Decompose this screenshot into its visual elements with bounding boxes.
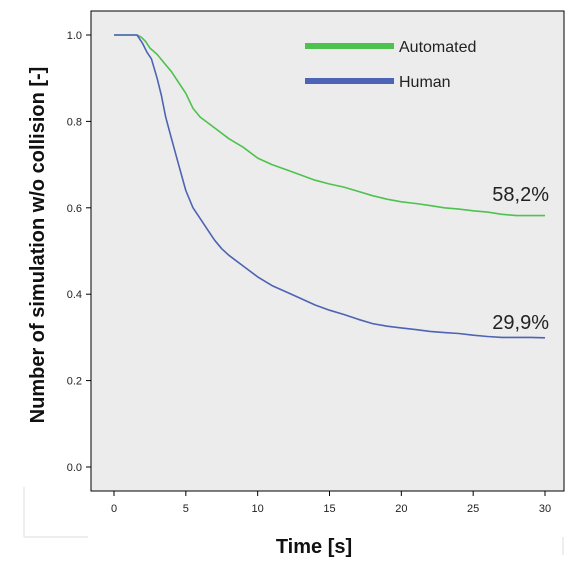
legend-label-automated: Automated: [399, 39, 476, 56]
x-tick-label: 30: [539, 503, 551, 515]
plot-area: [90, 10, 565, 492]
x-axis-label: Time [s]: [276, 536, 352, 558]
y-tick-label: 0.8: [67, 116, 82, 128]
x-tick-label: 20: [395, 503, 407, 515]
x-tick-label: 5: [183, 503, 189, 515]
y-tick-label: 1.0: [67, 30, 82, 42]
y-tick-label: 0.6: [67, 203, 82, 215]
x-tick-label: 15: [323, 503, 335, 515]
x-tick-label: 0: [111, 503, 117, 515]
x-axis: 0 5 10 15 20 25 30: [111, 491, 551, 515]
end-label-automated: 58,2%: [492, 184, 549, 206]
y-axis: 0.0 0.2 0.4 0.6 0.8 1.0: [67, 30, 91, 474]
series-line-human: [114, 34, 546, 339]
y-axis-label: Number of simulation w/o collision [-]: [27, 67, 49, 424]
x-tick-label: 25: [467, 503, 479, 515]
end-label-human: 29,9%: [492, 312, 549, 334]
y-tick-label: 0.0: [67, 462, 82, 474]
legend-label-human: Human: [399, 74, 451, 91]
legend: Automated Human: [305, 39, 476, 91]
series-line-automated: [114, 34, 545, 217]
x-tick-label: 10: [252, 503, 264, 515]
end-labels: 58,2% 29,9%: [492, 184, 549, 334]
series-layer: [114, 34, 546, 339]
y-tick-label: 0.2: [67, 376, 82, 388]
y-tick-label: 0.4: [67, 289, 82, 301]
